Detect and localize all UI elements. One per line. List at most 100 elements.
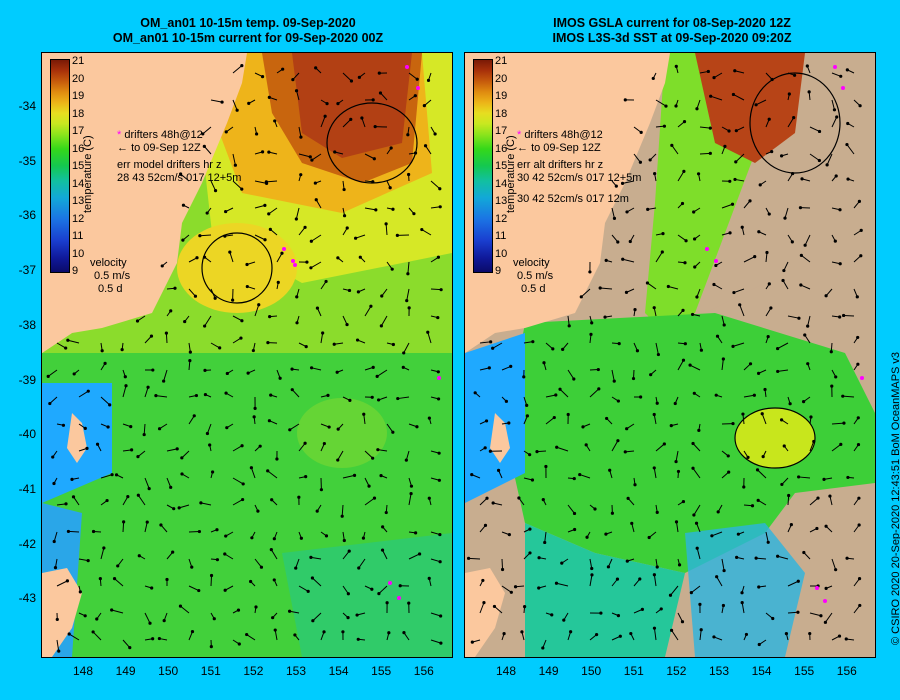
current-arrow [403,342,410,354]
current-arrow-head [507,421,511,425]
current-arrow-head [767,282,771,286]
right-velocity-legend: velocity 0.5 m/s 0.5 d [513,257,553,296]
current-arrow [56,580,68,587]
current-arrow-head [522,375,526,379]
current-arrow [180,605,190,614]
current-arrow-head [604,258,608,262]
current-arrow-head [375,374,379,378]
current-arrow [611,369,615,382]
current-arrow-head [276,280,280,284]
current-arrow [276,253,283,263]
current-arrow [693,504,701,516]
current-arrow-head [61,423,66,427]
current-arrow-head [728,231,732,235]
current-arrow [266,180,278,183]
current-arrow-head [692,210,696,214]
current-arrow-head [415,77,419,81]
current-arrow-head [842,313,846,318]
current-arrow-head [420,227,424,232]
current-arrow [545,417,555,425]
current-arrow-head [596,367,600,372]
current-arrow [203,146,212,155]
current-arrow [312,612,322,622]
current-arrow-head [245,262,249,267]
current-arrow-head [736,532,740,536]
current-arrow [653,467,657,479]
current-arrow-head [800,177,804,181]
current-arrow-head [294,89,299,93]
current-arrow-head [844,637,848,641]
current-arrow [545,394,556,398]
current-arrow-head [208,443,212,447]
current-arrow-head [314,66,318,70]
latitude-label: -40 [18,427,36,442]
current-arrow-head [404,458,408,462]
left-map-panel[interactable]: 21 20 19 18 17 16 15 14 13 12 11 10 9 temperature (C… [41,52,453,658]
current-arrow-head [259,565,264,569]
current-arrow [589,574,593,587]
current-arrow-head [370,395,374,399]
current-arrow-head [681,308,685,312]
current-arrow-head [213,189,218,193]
current-arrow-head [310,158,314,162]
current-arrow [765,531,769,543]
current-arrow [49,396,58,404]
current-arrow-head [391,207,395,211]
current-arrow [188,415,195,425]
current-arrow [699,126,711,129]
current-arrow [246,634,256,641]
current-arrow [53,531,58,542]
current-arrow-head [315,306,320,310]
current-arrow-head [803,333,807,337]
current-arrow [711,531,723,537]
current-arrow-head [730,202,735,206]
current-arrow-head [664,104,668,108]
current-arrow-head [798,206,803,210]
current-arrow [210,180,217,191]
right-velocity-label: velocity [513,257,550,269]
current-arrow [668,286,679,290]
current-arrow-head [858,104,862,108]
current-arrow-head [213,296,217,300]
current-arrow-head [766,540,770,544]
current-arrow-head [71,495,76,499]
latitude-label: -34 [18,99,36,113]
current-arrow [210,99,223,103]
current-arrow-head [369,304,373,308]
longitude-label: 154 [328,664,349,678]
latitude-label: -37 [18,263,36,278]
panel-left-title: OM_an01 10-15m temp. 09-Sep-2020 OM_an01… [28,16,468,46]
current-arrow-head [599,611,603,615]
current-arrow [92,631,102,641]
current-arrow-head [833,239,837,243]
current-arrow-head [180,456,184,460]
current-arrow-head [653,172,657,176]
current-arrow-head [205,431,210,436]
current-arrow-head [603,315,607,319]
current-arrow-head [136,493,140,497]
current-arrow-head [406,272,410,276]
current-arrow-head [683,342,687,346]
current-arrow [386,423,394,433]
current-arrow [647,282,657,290]
current-arrow-head [616,399,620,403]
current-arrow-head [332,342,336,346]
current-arrow [111,609,124,614]
current-arrow [67,339,80,344]
panel-right-title-line2: IMOS L3S-3d SST at 09-Sep-2020 09:20Z [552,31,792,45]
current-arrow-head [311,619,315,623]
current-arrow-head [588,270,592,274]
current-arrow-head [209,645,213,649]
current-arrow-head [120,347,124,352]
current-arrow-head [572,511,577,516]
current-arrow-head [370,587,374,591]
current-arrow-head [832,108,837,112]
current-arrow-head [247,101,251,106]
right-map-canvas [465,53,875,657]
current-arrow-head [398,584,402,588]
current-arrow-head [483,523,488,527]
right-map-panel[interactable]: 21 20 19 18 17 16 15 14 13 12 11 10 9 temperature (C… [464,52,876,658]
current-arrow [382,549,388,560]
current-arrow [611,440,619,452]
current-arrow [831,443,842,452]
